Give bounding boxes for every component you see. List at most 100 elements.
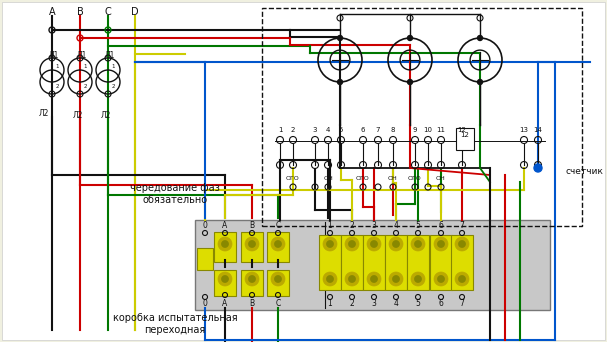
- Text: 8: 8: [391, 127, 395, 133]
- Circle shape: [245, 237, 259, 251]
- Text: 12: 12: [461, 132, 469, 138]
- Text: ОН: ОН: [436, 176, 446, 182]
- Bar: [197, 248, 213, 270]
- Circle shape: [411, 272, 425, 286]
- Text: счетчик: счетчик: [566, 168, 604, 176]
- Text: 11: 11: [436, 127, 446, 133]
- Circle shape: [327, 240, 333, 248]
- Circle shape: [455, 237, 469, 251]
- Text: 13: 13: [520, 127, 529, 133]
- Text: B: B: [249, 222, 254, 231]
- Circle shape: [458, 240, 466, 248]
- Text: 3: 3: [371, 222, 376, 231]
- Text: 2: 2: [350, 299, 354, 307]
- Text: переходная: переходная: [144, 325, 206, 335]
- Text: A: A: [222, 222, 228, 231]
- Text: B: B: [249, 299, 254, 307]
- Bar: [385, 235, 407, 290]
- Circle shape: [337, 79, 342, 84]
- Text: ОН: ОН: [323, 176, 333, 182]
- Text: 7: 7: [459, 299, 464, 307]
- Text: обязательно: обязательно: [143, 195, 208, 205]
- Text: A: A: [222, 299, 228, 307]
- Bar: [195, 220, 550, 310]
- Bar: [214, 232, 236, 262]
- Text: 1: 1: [328, 222, 333, 231]
- Text: 1: 1: [328, 299, 333, 307]
- Circle shape: [393, 276, 399, 282]
- Bar: [214, 270, 236, 296]
- Bar: [407, 235, 429, 290]
- Text: Л2: Л2: [101, 111, 111, 120]
- Text: 2: 2: [291, 127, 295, 133]
- Circle shape: [323, 272, 337, 286]
- Text: 6: 6: [439, 222, 444, 231]
- Text: C: C: [276, 299, 280, 307]
- Text: ОГО: ОГО: [286, 176, 300, 182]
- Text: 2: 2: [55, 83, 59, 89]
- Circle shape: [478, 36, 483, 40]
- Circle shape: [438, 276, 444, 282]
- Bar: [267, 270, 289, 296]
- Circle shape: [218, 237, 232, 251]
- Text: B: B: [76, 7, 83, 17]
- Circle shape: [271, 272, 285, 286]
- Text: Л2: Л2: [39, 108, 49, 118]
- Bar: [430, 235, 452, 290]
- Text: Л1: Л1: [77, 51, 87, 60]
- Circle shape: [222, 276, 228, 282]
- Text: 4: 4: [326, 127, 330, 133]
- Circle shape: [434, 272, 448, 286]
- Circle shape: [218, 272, 232, 286]
- Circle shape: [455, 272, 469, 286]
- Circle shape: [345, 272, 359, 286]
- Text: 0: 0: [203, 299, 208, 307]
- Circle shape: [411, 237, 425, 251]
- Circle shape: [534, 164, 542, 172]
- Text: 2: 2: [83, 83, 87, 89]
- Text: 14: 14: [534, 127, 543, 133]
- Text: 0: 0: [203, 222, 208, 231]
- Circle shape: [345, 237, 359, 251]
- Text: 4: 4: [393, 222, 398, 231]
- Text: коробка испытательная: коробка испытательная: [113, 313, 237, 323]
- Circle shape: [478, 79, 483, 84]
- Circle shape: [348, 240, 356, 248]
- Text: 1: 1: [83, 64, 87, 68]
- Circle shape: [327, 276, 333, 282]
- Text: Л1: Л1: [105, 51, 115, 60]
- Bar: [262, 8, 582, 226]
- Text: 5: 5: [416, 222, 421, 231]
- Text: 1: 1: [278, 127, 282, 133]
- Circle shape: [367, 272, 381, 286]
- Text: 3: 3: [371, 299, 376, 307]
- Bar: [241, 270, 263, 296]
- Text: ОН: ОН: [388, 176, 398, 182]
- Circle shape: [248, 276, 256, 282]
- Circle shape: [415, 276, 421, 282]
- Bar: [341, 235, 363, 290]
- Circle shape: [389, 237, 403, 251]
- Text: C: C: [104, 7, 111, 17]
- Text: 5: 5: [416, 299, 421, 307]
- Circle shape: [370, 240, 378, 248]
- Text: чередование фаз: чередование фаз: [130, 183, 220, 193]
- Text: 2: 2: [350, 222, 354, 231]
- Text: 4: 4: [393, 299, 398, 307]
- Circle shape: [248, 240, 256, 248]
- Circle shape: [337, 36, 342, 40]
- Circle shape: [348, 276, 356, 282]
- Circle shape: [407, 36, 413, 40]
- Circle shape: [274, 276, 282, 282]
- Text: 1: 1: [55, 64, 59, 68]
- Circle shape: [274, 240, 282, 248]
- Text: 6: 6: [361, 127, 365, 133]
- Bar: [456, 128, 474, 150]
- Circle shape: [458, 276, 466, 282]
- Text: 2: 2: [111, 83, 115, 89]
- Bar: [241, 232, 263, 262]
- Circle shape: [438, 240, 444, 248]
- Text: 12: 12: [458, 127, 466, 133]
- Text: 10: 10: [424, 127, 433, 133]
- Text: Л1: Л1: [49, 51, 59, 60]
